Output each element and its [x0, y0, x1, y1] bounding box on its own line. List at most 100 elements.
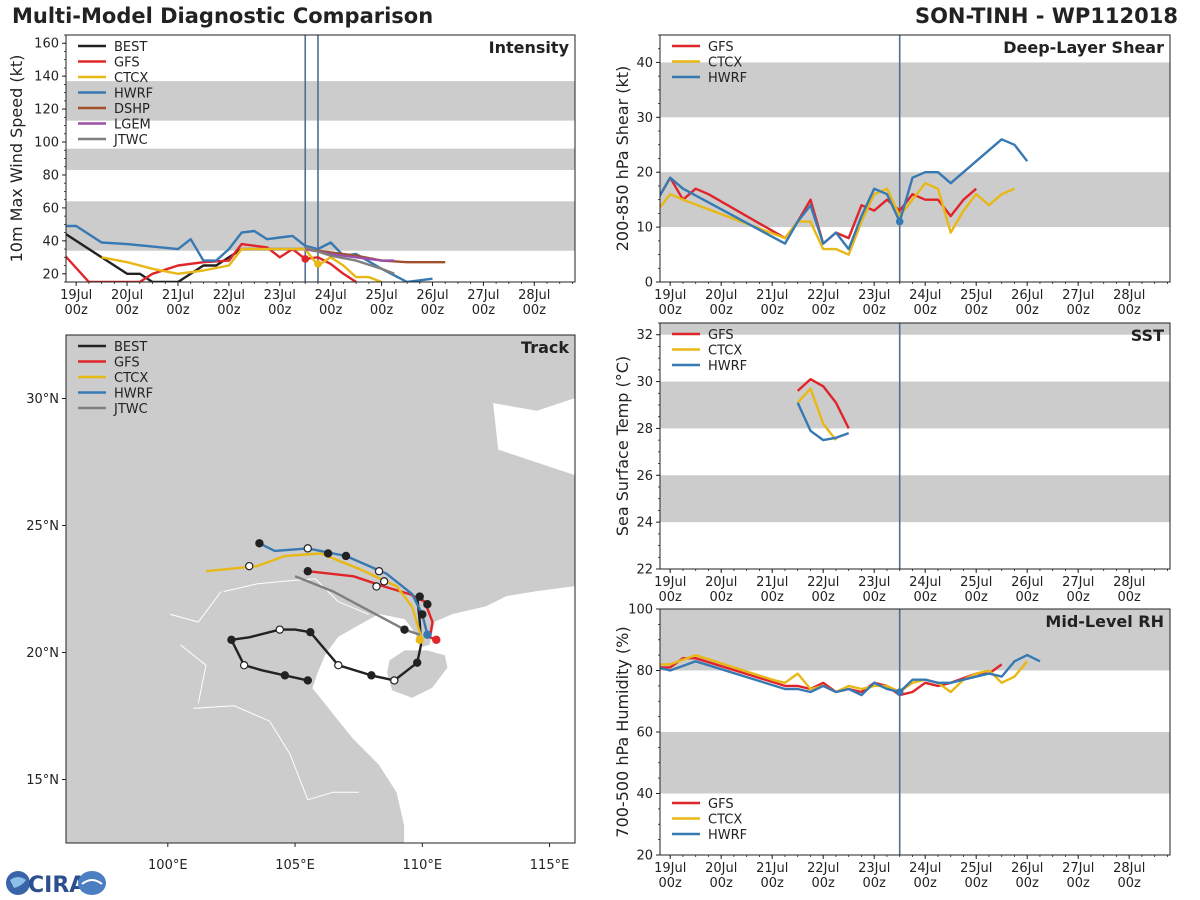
y-tick-label: 26	[636, 469, 653, 484]
x-tick-label-date: 22Jul	[807, 575, 839, 590]
x-tick-label-hour: 00z	[914, 590, 938, 605]
x-tick-label-hour: 00z	[812, 590, 836, 605]
series-line-jtwc	[304, 246, 395, 275]
x-tick-label-hour: 00z	[472, 303, 496, 318]
series-line-hwrf	[796, 402, 850, 442]
rh-plot-area	[660, 609, 1170, 855]
intensity-plot-area	[66, 35, 575, 282]
data-point-marker	[418, 610, 427, 619]
panel-title: Deep-Layer Shear	[1003, 38, 1164, 57]
series-line-hwrf	[660, 653, 1041, 697]
shading-band	[66, 201, 575, 251]
y-tick-label: 120	[34, 103, 59, 118]
x-tick-label-hour: 00z	[965, 876, 989, 891]
x-tick-label-hour: 00z	[115, 303, 139, 318]
y-axis-label: 10m Max Wind Speed (kt)	[7, 55, 26, 263]
x-tick-label-hour: 00z	[1067, 303, 1091, 318]
shear-plot-area	[660, 35, 1170, 282]
x-tick-label-hour: 00z	[812, 876, 836, 891]
data-point-marker	[275, 625, 284, 634]
legend-label: DSHP	[114, 102, 150, 117]
x-tick-label-hour: 00z	[761, 303, 785, 318]
data-point-marker	[314, 260, 322, 268]
shading-band	[660, 62, 1170, 118]
x-tick-label-date: 22Jul	[213, 288, 245, 303]
data-point-marker	[374, 567, 384, 576]
x-tick-label-date: 25Jul	[960, 575, 992, 590]
y-tick-label: 0	[645, 276, 653, 291]
data-point-marker	[379, 577, 389, 586]
y-tick-label: 20	[636, 166, 653, 181]
x-tick-label-date: 26Jul	[1011, 288, 1043, 303]
data-point-marker	[423, 630, 432, 639]
legend-label: BEST	[114, 40, 147, 55]
y-tick-label: 60	[42, 201, 59, 216]
sst-frame	[659, 322, 1171, 570]
panel-title: SST	[1131, 326, 1164, 345]
x-tick-label-date: 24Jul	[909, 861, 941, 876]
x-tick-label-date: 28Jul	[1113, 288, 1145, 303]
y-tick-label: 28	[636, 422, 653, 437]
legend-label: CTCX	[114, 371, 148, 386]
x-tick-label: 105°E	[275, 858, 315, 873]
x-tick-label-hour: 00z	[1067, 590, 1091, 605]
shading-band	[660, 475, 1170, 523]
x-tick-label-hour: 00z	[965, 303, 989, 318]
legend-label: GFS	[114, 356, 140, 371]
x-tick-label-date: 27Jul	[1062, 288, 1094, 303]
legend-label: CTCX	[114, 71, 148, 86]
cira-logo: CIRA	[6, 871, 106, 898]
x-tick-label-hour: 00z	[1118, 590, 1142, 605]
x-tick-label-hour: 00z	[523, 303, 547, 318]
y-tick-label: 20	[636, 849, 653, 864]
x-tick-label-date: 27Jul	[467, 288, 499, 303]
x-tick-label-hour: 00z	[1016, 590, 1040, 605]
data-point-marker	[239, 661, 249, 670]
x-tick-label-date: 24Jul	[909, 575, 941, 590]
shear-panel: 01020304019Jul00z20Jul00z21Jul00z22Jul00…	[613, 34, 1171, 318]
x-tick-label-hour: 00z	[1118, 876, 1142, 891]
land-mainland	[66, 335, 575, 843]
data-point-marker	[280, 671, 290, 680]
x-tick-label-hour: 00z	[319, 303, 343, 318]
shading-band	[66, 81, 575, 121]
x-tick-label-date: 21Jul	[162, 288, 194, 303]
x-tick-label-date: 28Jul	[1113, 575, 1145, 590]
x-tick-label-hour: 00z	[659, 876, 683, 891]
border-line	[170, 591, 222, 623]
series-line-hwrf	[660, 138, 1029, 251]
series-line-ctcx	[796, 387, 837, 441]
data-point-marker	[303, 676, 312, 685]
x-tick-label-date: 23Jul	[858, 861, 890, 876]
x-tick-label-hour: 00z	[659, 303, 683, 318]
x-tick-label-hour: 00z	[710, 876, 734, 891]
x-tick-label-hour: 00z	[1067, 876, 1091, 891]
x-tick-label-hour: 00z	[64, 303, 88, 318]
x-tick-label-hour: 00z	[761, 876, 785, 891]
x-tick-label-date: 26Jul	[416, 288, 448, 303]
border-line	[307, 791, 359, 801]
data-point-marker	[372, 582, 381, 591]
border-line	[223, 578, 370, 615]
legend-label: BEST	[114, 340, 147, 355]
y-tick-label: 40	[636, 787, 653, 802]
y-tick-label: 15°N	[26, 773, 59, 788]
panel-title: Mid-Level RH	[1045, 612, 1164, 631]
y-tick-label: 20°N	[26, 646, 59, 661]
legend-label: JTWC	[113, 402, 148, 417]
x-tick-label: 115°E	[530, 858, 570, 873]
y-tick-label: 80	[636, 664, 653, 679]
x-tick-label-hour: 00z	[217, 303, 241, 318]
y-tick-label: 22	[636, 563, 653, 578]
y-tick-label: 32	[636, 328, 653, 343]
storm-id: SON-TINH - WP112018	[914, 4, 1178, 28]
x-tick-label-date: 21Jul	[756, 861, 788, 876]
y-axis-label: Sea Surface Temp (°C)	[613, 356, 632, 536]
intensity-panel: 2040608010012014016019Jul00z20Jul00z21Ju…	[7, 34, 576, 318]
legend-label: HWRF	[708, 71, 747, 86]
x-tick-label-date: 26Jul	[1011, 861, 1043, 876]
shading-band	[660, 172, 1170, 228]
legend-label: GFS	[708, 797, 734, 812]
data-point-marker	[432, 635, 441, 645]
data-point-marker	[323, 549, 333, 558]
